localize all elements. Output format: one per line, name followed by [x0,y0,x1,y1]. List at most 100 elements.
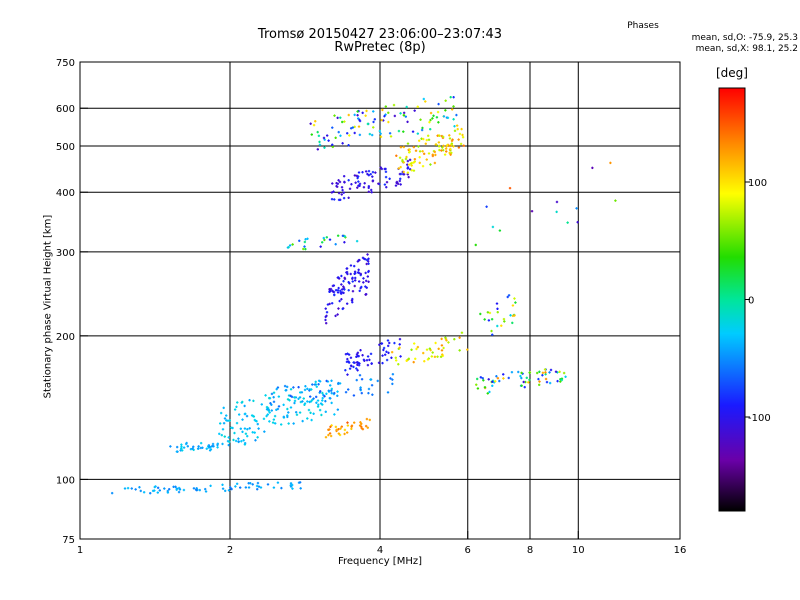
data-point [168,488,171,491]
data-point [328,302,331,306]
data-point [357,125,361,128]
data-point [293,401,296,405]
data-point [440,349,444,352]
data-point [312,397,315,400]
data-point [276,407,280,411]
data-point [379,132,382,135]
data-point [420,128,424,132]
data-point [425,348,429,351]
data-point [356,110,359,113]
data-point [297,397,300,400]
data-point [496,377,500,380]
data-point [246,434,249,438]
data-point [338,299,341,303]
grid-lines [80,62,680,539]
data-point [251,483,254,486]
data-point [387,120,390,124]
data-point [347,280,350,284]
data-point [390,350,394,354]
data-point [330,197,334,201]
data-point [347,289,350,292]
data-point [332,284,336,287]
data-point [177,490,181,494]
data-point [189,447,193,451]
data-point [459,142,463,146]
data-point [384,170,388,173]
data-point [432,114,435,117]
data-point [544,377,548,381]
data-point [322,236,325,240]
data-point [244,432,248,435]
data-point [349,356,353,359]
data-point [329,397,332,400]
data-point [418,156,421,159]
data-point [441,135,445,139]
data-point [361,111,364,115]
data-point [337,381,340,385]
data-point [418,161,421,165]
data-point [447,341,450,344]
data-point [313,383,317,386]
data-point [209,484,212,488]
data-point [204,487,207,491]
data-point [377,182,380,185]
data-point [426,358,430,361]
data-point [389,135,393,138]
data-point [488,311,492,315]
data-point [357,258,361,262]
data-point [483,318,486,321]
data-point [312,123,316,127]
data-point [249,482,252,485]
data-point [406,171,410,174]
data-point [358,133,362,137]
data-point [288,399,291,402]
data-point [387,111,390,114]
data-point [367,280,370,283]
data-point [421,164,425,168]
y-tick-label: 600 [56,104,75,115]
data-point [290,395,294,399]
data-point [282,403,285,407]
data-point [349,127,353,130]
data-point [297,386,300,389]
data-point [343,241,346,244]
data-point [453,338,456,341]
data-point [408,158,412,162]
data-point [384,113,387,116]
data-point [350,424,354,427]
data-point [364,114,367,117]
data-point [422,137,425,141]
data-point [314,120,317,123]
data-point [455,124,459,127]
data-point [315,401,318,404]
data-point [387,344,390,348]
data-point [265,414,268,418]
data-point [339,289,342,293]
data-point [368,358,371,362]
data-point [223,489,227,493]
data-point [559,380,562,383]
data-point [408,150,411,153]
data-point [508,186,512,190]
data-point [453,129,457,133]
data-point [385,180,389,184]
data-point [328,428,331,431]
data-point [336,116,339,120]
data-point [450,139,454,143]
data-point [422,152,426,156]
data-point [331,145,335,149]
data-point [216,446,219,449]
data-point [134,488,137,491]
data-point [358,374,362,377]
data-point [298,239,301,242]
data-point [345,360,349,364]
data-point [347,179,350,182]
data-point [237,440,240,443]
data-point [437,141,441,144]
data-point [349,264,353,267]
data-point [204,490,208,493]
data-point [410,169,413,172]
data-point [450,151,453,155]
data-point [415,347,418,351]
data-point [185,441,188,445]
